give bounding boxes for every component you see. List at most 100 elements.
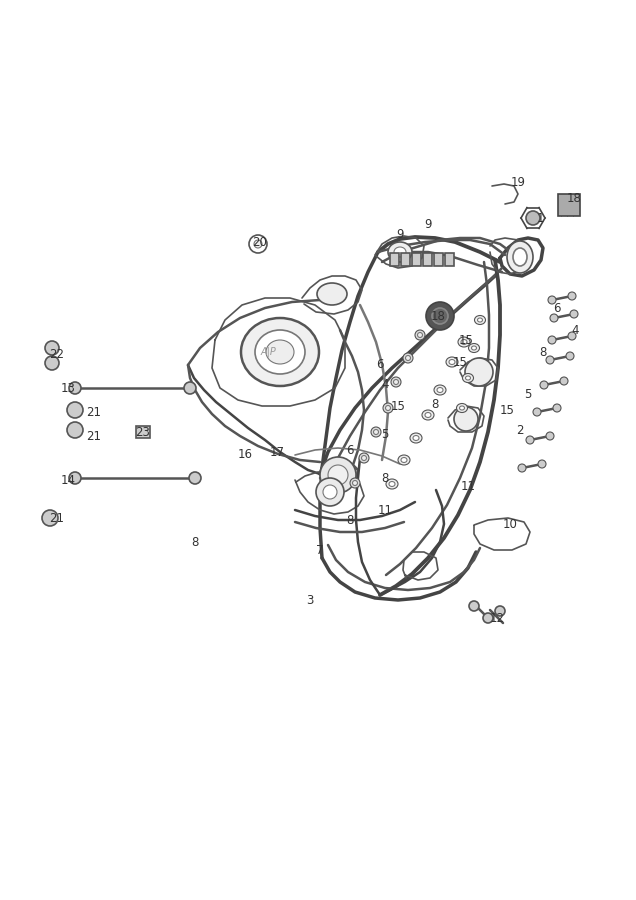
- Circle shape: [42, 510, 58, 526]
- Text: 15: 15: [391, 400, 405, 412]
- Ellipse shape: [513, 248, 527, 266]
- Ellipse shape: [266, 340, 294, 364]
- Ellipse shape: [462, 374, 473, 382]
- Circle shape: [323, 485, 337, 499]
- Text: 15: 15: [499, 403, 515, 417]
- Text: 7: 7: [316, 544, 324, 556]
- Circle shape: [67, 402, 83, 418]
- Text: 6: 6: [346, 444, 354, 456]
- Bar: [401, 253, 410, 266]
- Circle shape: [465, 358, 493, 386]
- Text: 9: 9: [424, 219, 432, 231]
- Circle shape: [526, 211, 540, 225]
- Circle shape: [495, 606, 505, 616]
- Circle shape: [568, 292, 576, 300]
- Circle shape: [361, 455, 366, 461]
- Circle shape: [570, 310, 578, 318]
- Text: 21: 21: [50, 511, 64, 525]
- Circle shape: [548, 336, 556, 344]
- Text: 5: 5: [524, 389, 532, 401]
- Circle shape: [69, 472, 81, 484]
- Ellipse shape: [394, 247, 406, 257]
- Text: 19: 19: [511, 176, 525, 190]
- Text: 11: 11: [378, 503, 392, 517]
- Circle shape: [320, 457, 356, 493]
- Ellipse shape: [474, 316, 485, 325]
- Text: 20: 20: [252, 237, 267, 249]
- Text: 14: 14: [60, 473, 76, 487]
- Ellipse shape: [449, 359, 455, 364]
- Circle shape: [45, 341, 59, 355]
- Text: 8: 8: [347, 514, 354, 526]
- Circle shape: [546, 356, 554, 364]
- Circle shape: [184, 382, 196, 394]
- Text: 10: 10: [502, 518, 518, 532]
- Text: 5: 5: [382, 428, 389, 442]
- Circle shape: [540, 381, 548, 389]
- Circle shape: [328, 465, 348, 485]
- Ellipse shape: [386, 479, 398, 489]
- Text: 15: 15: [453, 356, 467, 368]
- Circle shape: [385, 406, 391, 410]
- Ellipse shape: [425, 412, 431, 418]
- Ellipse shape: [437, 388, 443, 392]
- Circle shape: [189, 472, 201, 484]
- Circle shape: [394, 380, 399, 384]
- Bar: [423, 253, 432, 266]
- Circle shape: [568, 332, 576, 340]
- Bar: [445, 253, 454, 266]
- Text: 15: 15: [459, 334, 473, 346]
- Ellipse shape: [241, 318, 319, 386]
- Text: 12: 12: [490, 611, 504, 625]
- Text: 22: 22: [50, 348, 64, 362]
- Text: 2: 2: [516, 424, 524, 436]
- Text: 9: 9: [396, 229, 404, 241]
- Ellipse shape: [388, 242, 412, 262]
- Circle shape: [391, 377, 401, 387]
- Circle shape: [249, 235, 267, 253]
- Text: 4: 4: [571, 323, 579, 337]
- Ellipse shape: [413, 436, 419, 440]
- Ellipse shape: [317, 283, 347, 305]
- Text: 18: 18: [567, 192, 581, 204]
- Ellipse shape: [478, 318, 483, 322]
- Text: 1: 1: [536, 212, 544, 224]
- Circle shape: [548, 296, 556, 304]
- Circle shape: [553, 404, 561, 412]
- Text: 8: 8: [382, 472, 389, 484]
- Ellipse shape: [401, 457, 407, 463]
- Circle shape: [432, 308, 448, 324]
- Circle shape: [469, 601, 479, 611]
- Circle shape: [350, 478, 360, 488]
- Ellipse shape: [466, 376, 471, 380]
- Text: 17: 17: [270, 446, 284, 458]
- Ellipse shape: [446, 357, 458, 367]
- Text: 21: 21: [86, 407, 102, 419]
- Ellipse shape: [458, 337, 470, 347]
- Ellipse shape: [398, 455, 410, 465]
- Text: 16: 16: [237, 448, 252, 462]
- Circle shape: [359, 453, 369, 463]
- Ellipse shape: [459, 406, 464, 410]
- Circle shape: [518, 464, 526, 472]
- Ellipse shape: [422, 410, 434, 420]
- Bar: [136, 426, 150, 438]
- Ellipse shape: [457, 403, 467, 412]
- Bar: [412, 253, 421, 266]
- Circle shape: [533, 408, 541, 416]
- Circle shape: [45, 356, 59, 370]
- Circle shape: [454, 407, 478, 431]
- Ellipse shape: [507, 241, 533, 273]
- Ellipse shape: [471, 346, 476, 350]
- Ellipse shape: [461, 339, 467, 345]
- Circle shape: [373, 429, 378, 435]
- Circle shape: [406, 356, 410, 361]
- Bar: [434, 253, 443, 266]
- Circle shape: [546, 432, 554, 440]
- Circle shape: [69, 382, 81, 394]
- Circle shape: [316, 478, 344, 506]
- Text: 11: 11: [460, 481, 476, 493]
- Text: 13: 13: [60, 382, 76, 394]
- Text: 4: 4: [381, 379, 389, 392]
- Text: 3: 3: [307, 593, 314, 607]
